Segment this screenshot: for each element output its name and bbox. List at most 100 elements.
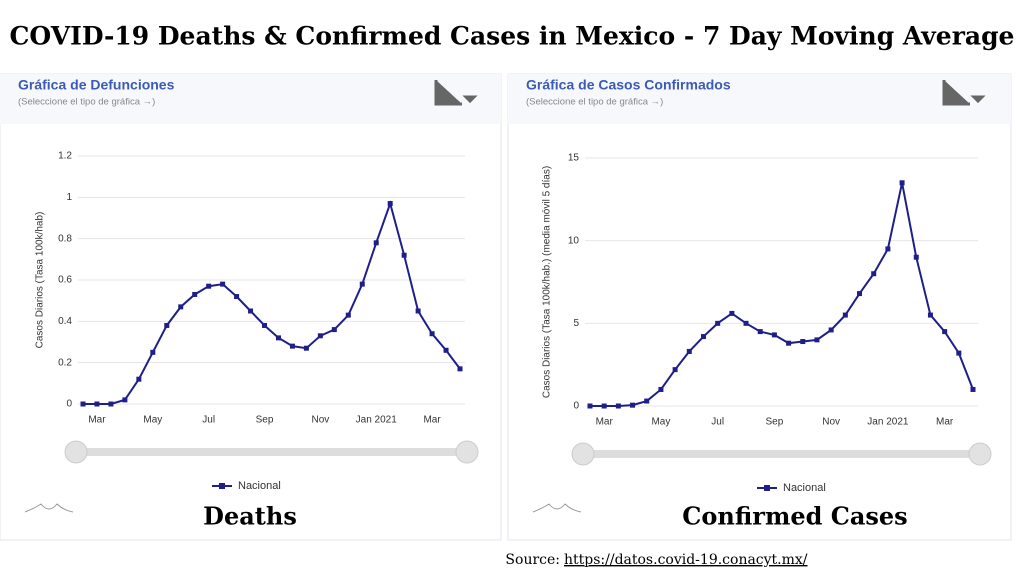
panel xyxy=(0,73,502,541)
y-tick-label: 0 xyxy=(66,399,72,410)
range-slider-handle[interactable] xyxy=(64,440,88,464)
data-point xyxy=(136,376,142,382)
y-tick-label: 5 xyxy=(573,318,579,329)
range-slider-handle[interactable] xyxy=(571,442,595,466)
data-point xyxy=(457,366,463,372)
data-point xyxy=(857,291,863,297)
legend-swatch-marker xyxy=(219,483,225,489)
y-tick-label: 1 xyxy=(66,192,72,203)
data-point xyxy=(429,331,435,337)
x-tick-label: Mar xyxy=(88,415,106,426)
data-point xyxy=(150,349,156,355)
y-tick-label: 0.6 xyxy=(58,275,72,286)
data-point xyxy=(686,348,692,354)
data-point xyxy=(672,367,678,373)
data-point xyxy=(842,312,848,318)
y-tick-label: 0.4 xyxy=(58,316,72,327)
data-line xyxy=(590,182,974,407)
data-point xyxy=(927,312,933,318)
data-point xyxy=(401,252,407,258)
data-point xyxy=(80,401,86,407)
data-line xyxy=(83,200,461,405)
data-point xyxy=(359,281,365,287)
data-point xyxy=(899,180,905,186)
data-point xyxy=(800,339,806,345)
x-tick-label: Nov xyxy=(311,415,329,426)
x-tick-label: Mar xyxy=(936,417,954,428)
y-tick-label: 15 xyxy=(568,153,580,164)
x-tick-label: Jul xyxy=(711,417,724,428)
panel-caption: Confirmed Cases xyxy=(682,502,907,531)
y-tick-label: 10 xyxy=(568,235,580,246)
data-point xyxy=(942,329,948,335)
data-point xyxy=(289,343,295,349)
source-label: Source: xyxy=(505,552,560,568)
panel xyxy=(507,73,1012,541)
data-point xyxy=(220,281,226,287)
data-point xyxy=(885,246,891,252)
data-point xyxy=(164,322,170,328)
data-point xyxy=(234,294,240,300)
legend-swatch-marker xyxy=(764,485,770,491)
data-point xyxy=(178,304,184,310)
x-tick-label: Mar xyxy=(596,417,614,428)
panel-header xyxy=(0,74,501,124)
panel-header xyxy=(508,74,1011,124)
data-point xyxy=(601,403,607,409)
data-point xyxy=(913,254,919,260)
logo-icon xyxy=(532,503,582,513)
data-point xyxy=(729,310,735,316)
chart-type-button[interactable] xyxy=(434,80,478,106)
data-point xyxy=(630,402,636,408)
data-point xyxy=(871,271,877,277)
data-point xyxy=(415,308,421,314)
panel-caption: Deaths xyxy=(203,502,297,531)
data-point xyxy=(615,403,621,409)
data-point xyxy=(771,332,777,338)
data-point xyxy=(303,345,309,351)
data-point xyxy=(331,327,337,333)
data-point xyxy=(644,398,650,404)
data-point xyxy=(443,347,449,353)
data-point xyxy=(956,350,962,356)
data-point xyxy=(587,403,593,409)
chart-type-button[interactable] xyxy=(942,80,986,106)
panel-subtitle: (Seleccione el tipo de gráfica →) xyxy=(18,97,155,108)
panel-subtitle: (Seleccione el tipo de gráfica →) xyxy=(526,97,663,108)
source-link[interactable]: https://datos.covid-19.conacyt.mx/ xyxy=(564,552,808,568)
range-slider-track[interactable] xyxy=(577,450,986,458)
range-slider-handle[interactable] xyxy=(455,440,479,464)
data-point xyxy=(192,291,198,297)
panel-title: Gráfica de Defunciones xyxy=(18,77,175,93)
range-slider-track[interactable] xyxy=(70,448,473,456)
x-tick-label: May xyxy=(651,417,670,428)
x-tick-label: Sep xyxy=(766,417,784,428)
data-point xyxy=(373,240,379,246)
data-point xyxy=(658,386,664,392)
x-tick-label: Nov xyxy=(822,417,840,428)
y-axis-label: Casos Diarios (Tasa 100k/hab.) (media mó… xyxy=(542,166,553,398)
x-tick-label: Mar xyxy=(423,415,441,426)
legend-label[interactable]: Nacional xyxy=(238,480,281,492)
logo-icon xyxy=(24,503,74,513)
data-point xyxy=(262,322,268,328)
range-slider-handle[interactable] xyxy=(968,442,992,466)
data-point xyxy=(715,320,721,326)
y-tick-label: 0 xyxy=(573,401,579,412)
y-tick-label: 0.8 xyxy=(58,233,72,244)
data-point xyxy=(828,327,834,333)
data-point xyxy=(786,340,792,346)
legend-label[interactable]: Nacional xyxy=(783,482,826,494)
page-title: COVID-19 Deaths & Confirmed Cases in Mex… xyxy=(10,22,1015,51)
x-tick-label: Jan 2021 xyxy=(356,415,398,426)
data-point xyxy=(970,386,976,392)
data-point xyxy=(108,401,114,407)
data-point xyxy=(275,335,281,341)
data-point xyxy=(345,312,351,318)
x-tick-label: May xyxy=(143,415,162,426)
x-tick-label: Sep xyxy=(256,415,274,426)
x-tick-label: Jul xyxy=(202,415,215,426)
data-point xyxy=(317,333,323,339)
data-point xyxy=(206,283,212,289)
